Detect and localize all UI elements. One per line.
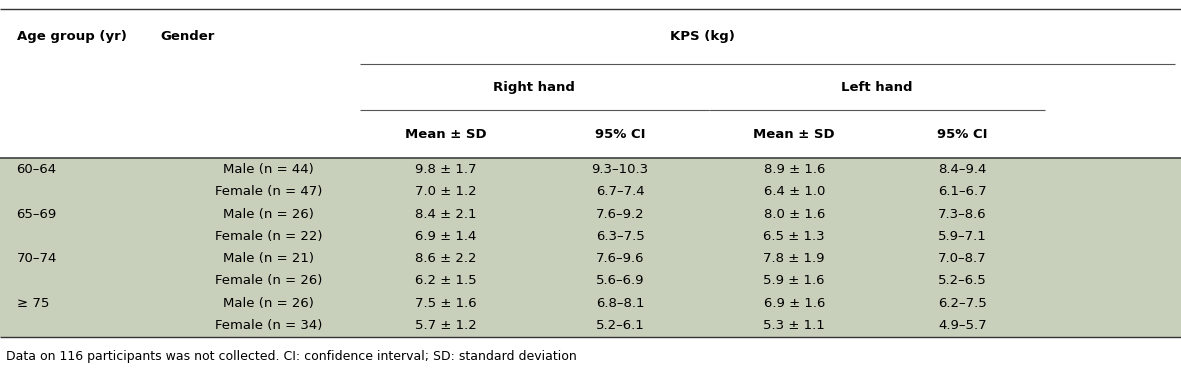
- Text: 5.3 ± 1.1: 5.3 ± 1.1: [763, 319, 826, 332]
- Text: 7.6–9.6: 7.6–9.6: [595, 252, 645, 265]
- Text: 5.9 ± 1.6: 5.9 ± 1.6: [763, 275, 826, 287]
- Text: 95% CI: 95% CI: [938, 128, 987, 141]
- Text: Female (n = 22): Female (n = 22): [215, 230, 322, 243]
- Text: Mean ± SD: Mean ± SD: [753, 128, 835, 141]
- Text: 8.9 ± 1.6: 8.9 ± 1.6: [764, 163, 824, 176]
- Text: 9.8 ± 1.7: 9.8 ± 1.7: [415, 163, 477, 176]
- Text: 8.0 ± 1.6: 8.0 ± 1.6: [764, 208, 824, 220]
- Text: 7.5 ± 1.6: 7.5 ± 1.6: [415, 297, 477, 310]
- Text: 8.4 ± 2.1: 8.4 ± 2.1: [415, 208, 477, 220]
- Text: 5.9–7.1: 5.9–7.1: [938, 230, 987, 243]
- Text: 9.3–10.3: 9.3–10.3: [592, 163, 648, 176]
- Text: 6.2–7.5: 6.2–7.5: [938, 297, 987, 310]
- Text: 5.2–6.5: 5.2–6.5: [938, 275, 987, 287]
- Text: 6.3–7.5: 6.3–7.5: [595, 230, 645, 243]
- Text: Female (n = 34): Female (n = 34): [215, 319, 322, 332]
- Text: 6.8–8.1: 6.8–8.1: [595, 297, 645, 310]
- Text: Gender: Gender: [161, 30, 215, 43]
- Text: Left hand: Left hand: [841, 81, 913, 94]
- Text: 5.2–6.1: 5.2–6.1: [595, 319, 645, 332]
- Text: 95% CI: 95% CI: [595, 128, 645, 141]
- Text: 6.5 ± 1.3: 6.5 ± 1.3: [763, 230, 826, 243]
- Text: Female (n = 26): Female (n = 26): [215, 275, 322, 287]
- Text: KPS (kg): KPS (kg): [671, 30, 735, 43]
- Text: 7.0 ± 1.2: 7.0 ± 1.2: [415, 185, 477, 198]
- Text: 8.6 ± 2.2: 8.6 ± 2.2: [415, 252, 477, 265]
- Bar: [0, 337, 1181, 368]
- Text: 70–74: 70–74: [17, 252, 57, 265]
- Text: Age group (yr): Age group (yr): [17, 30, 126, 43]
- Text: ≥ 75: ≥ 75: [17, 297, 48, 310]
- Text: 7.0–8.7: 7.0–8.7: [938, 252, 987, 265]
- Text: Male (n = 44): Male (n = 44): [223, 163, 314, 176]
- Text: 4.9–5.7: 4.9–5.7: [938, 319, 987, 332]
- Text: Male (n = 21): Male (n = 21): [223, 252, 314, 265]
- Text: 65–69: 65–69: [17, 208, 57, 220]
- Text: 8.4–9.4: 8.4–9.4: [939, 163, 986, 176]
- Bar: [0, 158, 1181, 337]
- Text: Data on 116 participants was not collected. CI: confidence interval; SD: standar: Data on 116 participants was not collect…: [6, 350, 576, 364]
- Text: Male (n = 26): Male (n = 26): [223, 208, 314, 220]
- Text: 6.2 ± 1.5: 6.2 ± 1.5: [415, 275, 477, 287]
- Text: Male (n = 26): Male (n = 26): [223, 297, 314, 310]
- Text: 60–64: 60–64: [17, 163, 57, 176]
- Text: 6.7–7.4: 6.7–7.4: [595, 185, 645, 198]
- Text: 7.3–8.6: 7.3–8.6: [938, 208, 987, 220]
- Text: 6.1–6.7: 6.1–6.7: [938, 185, 987, 198]
- Text: 5.7 ± 1.2: 5.7 ± 1.2: [415, 319, 477, 332]
- Text: 7.8 ± 1.9: 7.8 ± 1.9: [763, 252, 826, 265]
- Bar: [0, 9, 1181, 158]
- Text: 7.6–9.2: 7.6–9.2: [595, 208, 645, 220]
- Text: 5.6–6.9: 5.6–6.9: [595, 275, 645, 287]
- Text: 6.4 ± 1.0: 6.4 ± 1.0: [764, 185, 824, 198]
- Text: Right hand: Right hand: [494, 81, 575, 94]
- Text: 6.9 ± 1.6: 6.9 ± 1.6: [764, 297, 824, 310]
- Text: Female (n = 47): Female (n = 47): [215, 185, 322, 198]
- Text: Mean ± SD: Mean ± SD: [405, 128, 487, 141]
- Text: 6.9 ± 1.4: 6.9 ± 1.4: [416, 230, 476, 243]
